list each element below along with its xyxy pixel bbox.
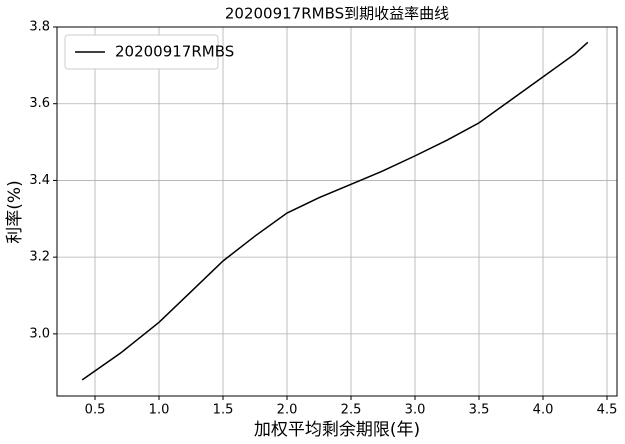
x-axis-label: 加权平均剩余期限(年) — [254, 420, 420, 440]
legend-label: 20200917RMBS — [115, 43, 234, 61]
x-tick-label: 1.5 — [213, 403, 234, 418]
x-tick-label: 4.5 — [597, 403, 618, 418]
x-tick-label: 0.5 — [85, 403, 106, 418]
x-tick-label: 2.5 — [341, 403, 362, 418]
y-tick-label: 3.8 — [29, 20, 50, 35]
y-tick-label: 3.0 — [29, 326, 50, 341]
y-tick-label: 3.4 — [29, 173, 50, 188]
x-tick-label: 1.0 — [149, 403, 170, 418]
plot-frame — [56, 26, 618, 397]
x-tick-label: 4.0 — [533, 403, 554, 418]
legend-box — [64, 34, 219, 70]
x-tick-label: 3.5 — [469, 403, 490, 418]
y-tick-label: 3.2 — [29, 250, 50, 265]
x-tick-label: 3.0 — [405, 403, 426, 418]
y-axis-label: 利率(%) — [5, 180, 25, 243]
chart-title: 20200917RMBS到期收益率曲线 — [225, 5, 449, 23]
line — [81, 41, 589, 381]
x-tick-label: 2.0 — [277, 403, 298, 418]
y-tick-label: 3.6 — [29, 96, 50, 111]
